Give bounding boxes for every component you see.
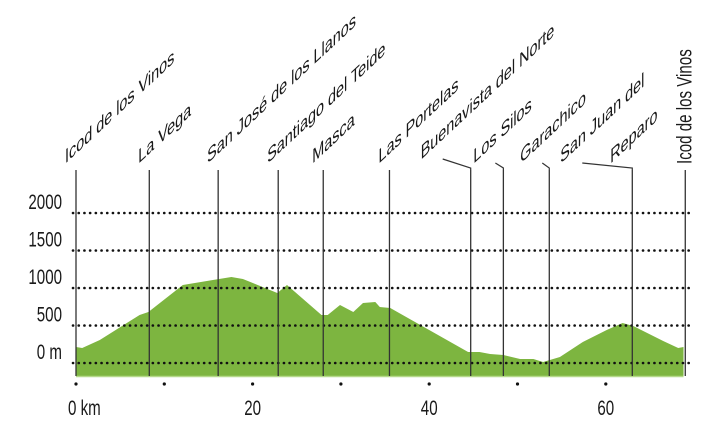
leader-line — [442, 158, 472, 170]
leader-line — [541, 162, 550, 170]
x-tick-dot — [427, 382, 431, 386]
waypoint-label: Icod de los Vinos — [672, 49, 696, 164]
y-tick-label: 1000 — [28, 264, 62, 288]
y-tick-label: 0 m — [37, 339, 62, 363]
y-tick-label: 2000 — [28, 189, 62, 213]
y-tick-label: 500 — [37, 302, 62, 326]
leader-line — [582, 162, 633, 170]
y-tick-label: 1500 — [28, 227, 62, 251]
x-tick-label: 40 — [421, 395, 438, 419]
waypoint-label: La Vega — [138, 97, 192, 169]
x-tick-dot — [604, 382, 608, 386]
x-tick-label: 0 km — [68, 395, 101, 419]
leader-line — [495, 162, 504, 170]
elevation-area — [76, 277, 684, 376]
x-tick-dot — [74, 382, 78, 386]
x-tick-dot — [251, 382, 255, 386]
x-tick-label: 20 — [244, 395, 261, 419]
x-tick-dot — [162, 382, 166, 386]
x-tick-label: 60 — [597, 395, 614, 419]
x-tick-dot — [515, 382, 520, 386]
x-tick-dot — [339, 382, 343, 386]
